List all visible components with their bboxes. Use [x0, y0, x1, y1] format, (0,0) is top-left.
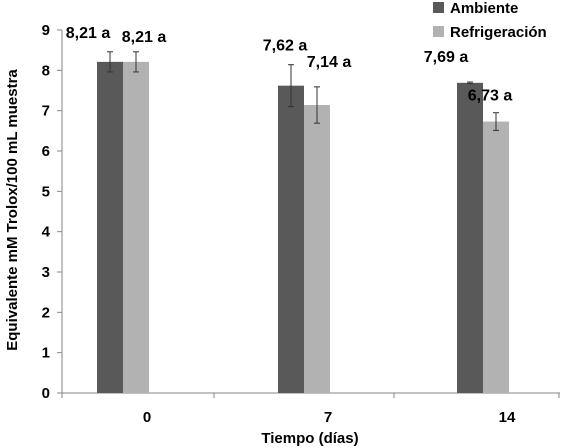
bar [123, 61, 149, 393]
error-bars [107, 51, 499, 131]
data-label: 8,21 a [66, 25, 111, 42]
y-tick-label: 6 [42, 143, 50, 160]
y-tick-label: 8 [42, 62, 50, 79]
x-tick-label: 7 [324, 409, 332, 426]
y-tick-label: 7 [42, 103, 50, 120]
legend-swatch [433, 26, 444, 37]
y-axis: 0 1 2 3 4 5 6 7 8 9 [42, 22, 63, 402]
data-label: 7,69 a [424, 49, 469, 66]
data-label: 7,62 a [263, 38, 308, 55]
bars [97, 61, 509, 394]
legend-label: Ambiente [450, 0, 518, 17]
bar [97, 61, 123, 393]
x-axis: 0 7 14 [61, 392, 560, 426]
y-tick-label: 3 [42, 264, 50, 281]
y-tick-label: 0 [42, 385, 50, 402]
y-tick-label: 2 [42, 304, 50, 321]
legend: Ambiente Refrigeración [433, 0, 547, 41]
bar [304, 105, 330, 394]
y-tick-label: 1 [42, 345, 50, 362]
data-label: 8,21 a [122, 29, 167, 46]
y-tick-label: 9 [42, 22, 50, 39]
y-axis-title: Equivalente mM Trolox/100 mL muestra [4, 69, 21, 351]
legend-label: Refrigeración [450, 24, 547, 41]
y-tick-label: 4 [42, 224, 51, 241]
data-label: 6,73 a [468, 88, 513, 105]
bar [483, 121, 509, 393]
x-tick-label: 0 [143, 409, 151, 426]
bar [457, 82, 483, 393]
y-tick-label: 5 [42, 183, 50, 200]
x-axis-title: Tiempo (días) [261, 430, 358, 447]
legend-swatch [433, 2, 444, 13]
data-labels: 8,21 a 7,62 a 7,69 a 8,21 a 7,14 a 6,73 a [66, 25, 513, 105]
data-label: 7,14 a [307, 54, 352, 71]
x-tick-label: 14 [499, 409, 516, 426]
bar [278, 85, 304, 393]
